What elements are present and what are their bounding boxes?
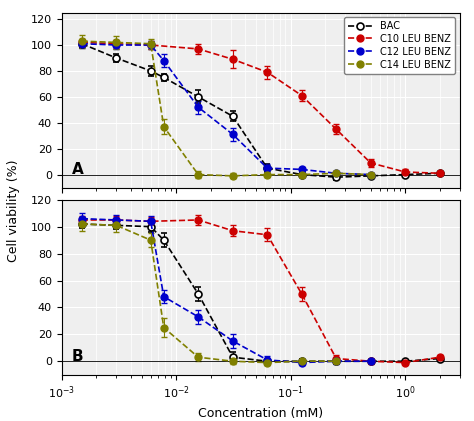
- Text: B: B: [72, 349, 83, 364]
- Legend: BAC, C10 LEU BENZ, C12 LEU BENZ, C14 LEU BENZ: BAC, C10 LEU BENZ, C12 LEU BENZ, C14 LEU…: [344, 18, 455, 74]
- Text: A: A: [72, 162, 83, 177]
- X-axis label: Concentration (mM): Concentration (mM): [198, 407, 323, 420]
- Text: Cell viability (%): Cell viability (%): [7, 159, 20, 262]
